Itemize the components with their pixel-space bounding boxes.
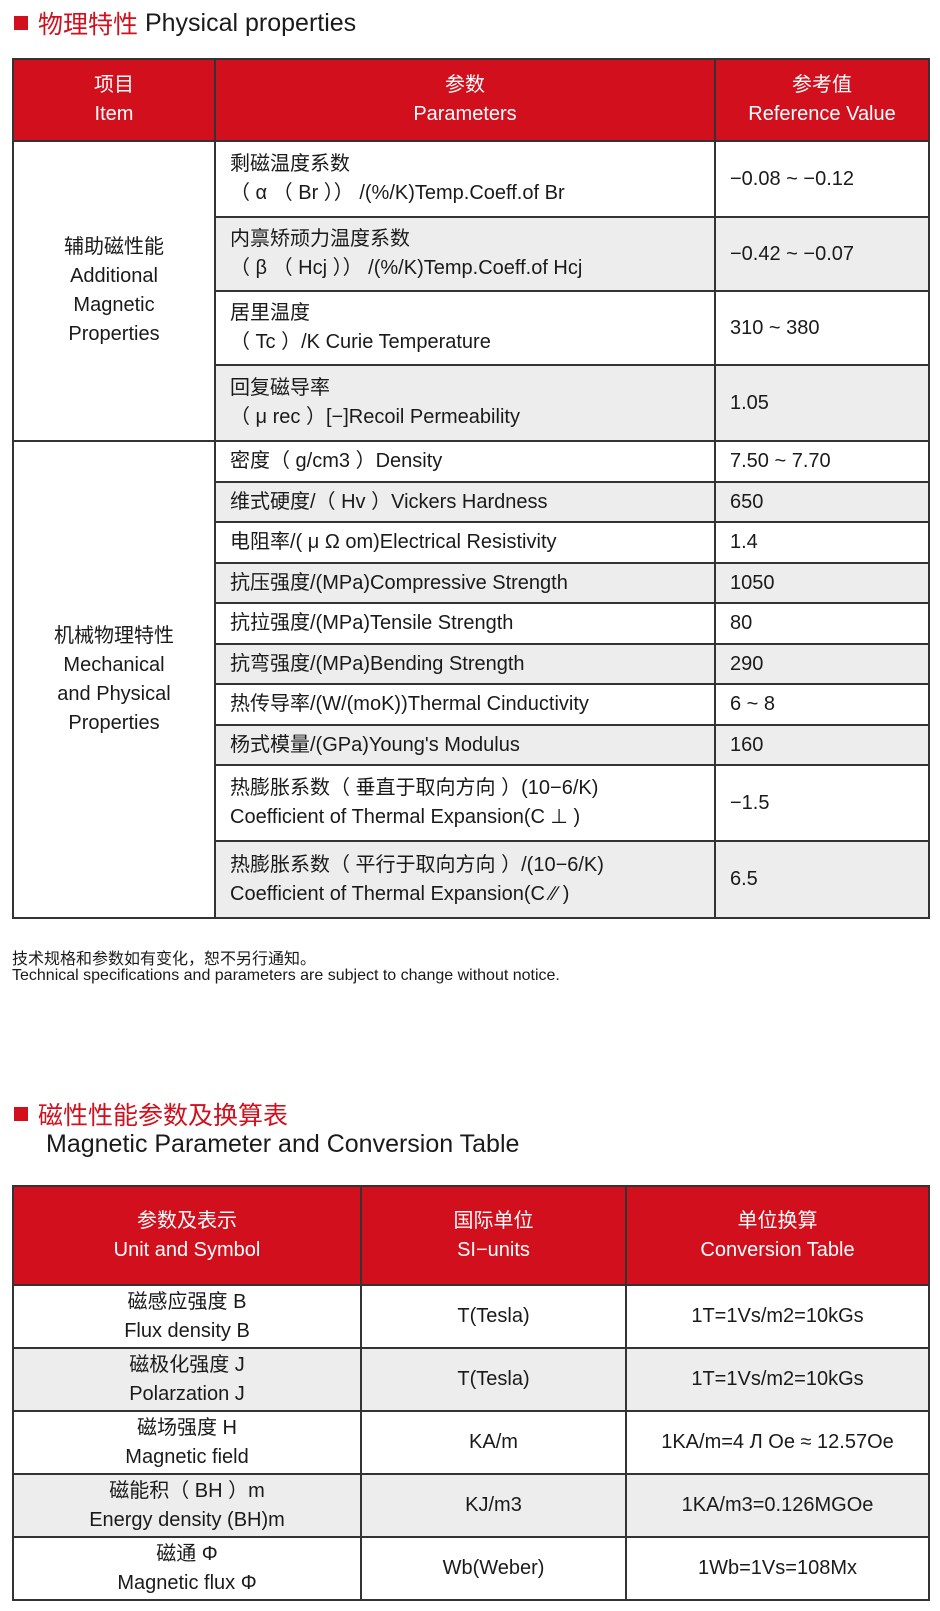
square-bullet-icon [14, 16, 28, 30]
header-parameters: 参数 Parameters [214, 58, 716, 142]
si-unit: KJ/m3 [360, 1473, 627, 1538]
group-mechanical-physical: 机械物理特性 Mechanical and Physical Properties [12, 440, 216, 919]
value: 310 ~ 380 [714, 290, 930, 366]
table-row: 磁感应强度 B Flux density B T(Tesla) 1T=1Vs/m2=1… [12, 1284, 930, 1349]
header-conversion: 单位换算 Conversion Table [625, 1185, 930, 1286]
note-en: Technical specifications and parameters … [12, 967, 560, 984]
value: 80 [714, 602, 930, 645]
param: 居里温度（ Tc ）/K Curie Temperature [214, 290, 716, 366]
param: 内禀矫顽力温度系数（ β （ Hcj ）） /(%/K)Temp.Coeff.o… [214, 216, 716, 292]
table-row: 热传导率/(W/(moK))Thermal Cinductivity 6 ~ 8 [13, 683, 930, 726]
value: −1.5 [714, 764, 930, 842]
header-item: 项目 Item [12, 58, 216, 142]
table-row: 磁极化强度 J Polarzation J T(Tesla) 1T=1Vs/m2=10… [12, 1347, 930, 1412]
square-bullet-icon [14, 1107, 28, 1121]
section-title-magnetic: 磁性性能参数及换算表 [14, 1096, 288, 1132]
title-cn: 磁性性能参数及换算表 [38, 1102, 289, 1130]
table-row: 热膨胀系数（ 平行于取向方向 ）/(10−6/K) Coefficient of … [13, 840, 930, 919]
title-en: Physical properties [144, 8, 357, 37]
value: −0.42 ~ −0.07 [714, 216, 930, 292]
physical-properties-table: 项目 Item 参数 Parameters 参考值 Reference Value 辅… [12, 58, 930, 919]
param: 抗拉强度/(MPa)Tensile Strength [214, 602, 716, 645]
symbol: 磁通 Φ Magnetic flux Φ [12, 1536, 362, 1601]
table-row: 抗弯强度/(MPa)Bending Strength 290 [13, 643, 930, 685]
param: 维式硬度/（ Hv ）Vickers Hardness [214, 481, 716, 523]
param: 回复磁导率（ μ rec ）[−]Recoil Permeability [214, 364, 716, 442]
table-row: 维式硬度/（ Hv ）Vickers Hardness 650 [13, 481, 930, 523]
table-row: 机械物理特性 Mechanical and Physical Properties 密… [12, 440, 930, 919]
si-unit: T(Tesla) [360, 1347, 627, 1412]
header-si-units: 国际单位 SI−units [360, 1185, 627, 1286]
param: 热膨胀系数（ 垂直于取向方向 ）(10−6/K) Coefficient of T… [214, 764, 716, 842]
note-cn: 技术规格和参数如有变化，恕不另行通知。 [12, 951, 317, 968]
value: 6 ~ 8 [714, 683, 930, 726]
param: 剩磁温度系数（ α （ Br ）） /(%/K)Temp.Coeff.of Br [214, 140, 716, 218]
conversion: 1T=1Vs/m2=10kGs [625, 1284, 930, 1349]
table-row: 热膨胀系数（ 垂直于取向方向 ）(10−6/K) Coefficient of T… [13, 764, 930, 842]
conversion: 1KA/m3=0.126MGOe [625, 1473, 930, 1538]
param: 热传导率/(W/(moK))Thermal Cinductivity [214, 683, 716, 726]
title-en: Magnetic Parameter and Conversion Table [46, 1130, 520, 1158]
symbol: 磁极化强度 J Polarzation J [12, 1347, 362, 1412]
symbol: 磁场强度 H Magnetic field [12, 1410, 362, 1475]
group-additional-magnetic: 辅助磁性能 Additional Magnetic Properties [12, 140, 216, 442]
header-unit-symbol: 参数及表示 Unit and Symbol [12, 1185, 362, 1286]
section-title-physical: 物理特性 Physical properties [14, 5, 356, 41]
value: 290 [714, 643, 930, 685]
table-row: 磁通 Φ Magnetic flux Φ Wb(Weber) 1Wb=1Vs=108M… [12, 1536, 930, 1601]
header-reference: 参考值 Reference Value [714, 58, 930, 142]
table-row: 电阻率/( μ Ω om)Electrical Resistivity 1.4 [13, 521, 930, 564]
value: 650 [714, 481, 930, 523]
table-header: 项目 Item 参数 Parameters 参考值 Reference Value [12, 58, 930, 142]
value: 160 [714, 724, 930, 766]
value: 1.05 [714, 364, 930, 442]
param: 抗压强度/(MPa)Compressive Strength [214, 562, 716, 604]
si-unit: KA/m [360, 1410, 627, 1475]
param: 密度（ g/cm3 ）Density [214, 440, 716, 483]
conversion: 1Wb=1Vs=108Mx [625, 1536, 930, 1601]
si-unit: Wb(Weber) [360, 1536, 627, 1601]
table-row: 抗压强度/(MPa)Compressive Strength 1050 [13, 562, 930, 604]
param: 电阻率/( μ Ω om)Electrical Resistivity [214, 521, 716, 564]
param: 杨式模量/(GPa)Young's Modulus [214, 724, 716, 766]
title-cn: 物理特性 [38, 11, 139, 39]
param: 抗弯强度/(MPa)Bending Strength [214, 643, 716, 685]
value: 6.5 [714, 840, 930, 919]
table-row: 磁场强度 H Magnetic field KA/m 1KA/m=4 Л Oe ≈ 1… [12, 1410, 930, 1475]
table-row: 杨式模量/(GPa)Young's Modulus 160 [13, 724, 930, 766]
conversion: 1T=1Vs/m2=10kGs [625, 1347, 930, 1412]
table-row: 居里温度（ Tc ）/K Curie Temperature 310 ~ 380 [13, 290, 930, 366]
value: 7.50 ~ 7.70 [714, 440, 930, 483]
conversion: 1KA/m=4 Л Oe ≈ 12.57Oe [625, 1410, 930, 1475]
table-row: 磁能积（ BH ）m Energy density (BH)m KJ/m3 1KA/m… [12, 1473, 930, 1538]
value: −0.08 ~ −0.12 [714, 140, 930, 218]
si-unit: T(Tesla) [360, 1284, 627, 1349]
value: 1050 [714, 562, 930, 604]
table-row: 内禀矫顽力温度系数（ β （ Hcj ）） /(%/K)Temp.Coeff.o… [13, 216, 930, 292]
symbol: 磁感应强度 B Flux density B [12, 1284, 362, 1349]
table-row: 辅助磁性能 Additional Magnetic Properties 剩磁温度系数… [12, 140, 930, 442]
conversion-table: 参数及表示 Unit and Symbol 国际单位 SI−units 单位换算 Co… [12, 1185, 930, 1601]
symbol: 磁能积（ BH ）m Energy density (BH)m [12, 1473, 362, 1538]
table-row: 抗拉强度/(MPa)Tensile Strength 80 [13, 602, 930, 645]
param: 热膨胀系数（ 平行于取向方向 ）/(10−6/K) Coefficient of … [214, 840, 716, 919]
table-row: 回复磁导率（ μ rec ）[−]Recoil Permeability 1.05 [13, 364, 930, 442]
value: 1.4 [714, 521, 930, 564]
table-header: 参数及表示 Unit and Symbol 国际单位 SI−units 单位换算 Co… [12, 1185, 930, 1286]
